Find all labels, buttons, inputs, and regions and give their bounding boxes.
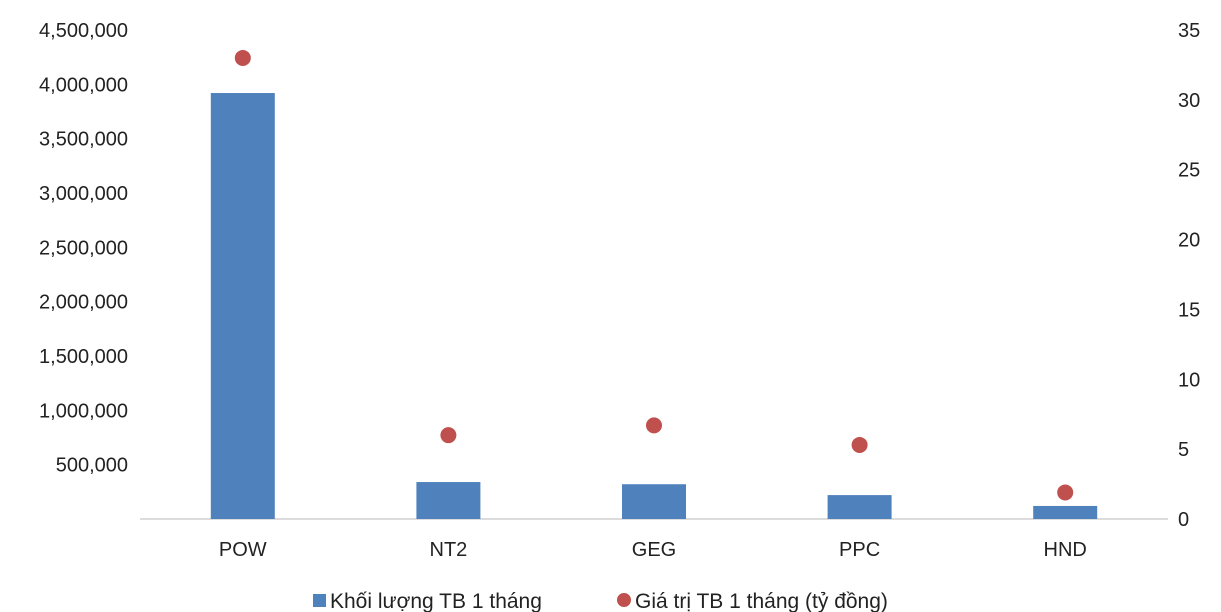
x-tick-label: PPC bbox=[839, 539, 880, 561]
left-tick-label: 3,500,000 bbox=[39, 129, 128, 151]
right-tick-label: 30 bbox=[1178, 90, 1200, 112]
right-tick-label: 35 bbox=[1178, 20, 1200, 42]
left-tick-label: 1,000,000 bbox=[39, 400, 128, 422]
left-tick-label: 3,000,000 bbox=[39, 183, 128, 205]
right-tick-label: 10 bbox=[1178, 369, 1200, 391]
legend-label-dot: Giá trị TB 1 tháng (tỷ đồng) bbox=[635, 590, 888, 612]
x-tick-label: GEG bbox=[632, 539, 676, 561]
legend: Khối lượng TB 1 tháng Giá trị TB 1 tháng… bbox=[313, 590, 888, 612]
left-tick-label: 4,500,000 bbox=[39, 20, 128, 42]
left-y-axis: 500,000 1,000,000 1,500,000 2,000,000 2,500,… bbox=[39, 20, 128, 477]
dot-pow bbox=[234, 49, 251, 66]
right-tick-label: 25 bbox=[1178, 160, 1200, 182]
right-tick-label: 5 bbox=[1178, 439, 1189, 461]
left-tick-label: 2,500,000 bbox=[39, 237, 128, 259]
right-tick-label: 15 bbox=[1178, 299, 1200, 321]
right-y-axis: 0 5 10 15 20 25 30 35 bbox=[1178, 20, 1200, 531]
left-tick-label: 1,500,000 bbox=[39, 346, 128, 368]
bar-hnd bbox=[1033, 505, 1098, 519]
x-tick-label: NT2 bbox=[430, 539, 468, 561]
legend-label-bar: Khối lượng TB 1 tháng bbox=[330, 590, 542, 612]
left-tick-label: 4,000,000 bbox=[39, 74, 128, 96]
right-tick-label: 20 bbox=[1178, 230, 1200, 252]
dot-hnd bbox=[1057, 484, 1074, 501]
x-tick-label: HND bbox=[1044, 539, 1087, 561]
dot-series bbox=[234, 49, 1074, 501]
legend-swatch-bar bbox=[313, 594, 326, 607]
bar-nt2 bbox=[416, 482, 481, 519]
x-tick-label: POW bbox=[219, 539, 267, 561]
dot-geg bbox=[646, 417, 662, 434]
x-axis-categories: POW NT2 GEG PPC HND bbox=[219, 539, 1087, 561]
bar-pow bbox=[210, 93, 275, 519]
dot-ppc bbox=[851, 436, 868, 453]
dot-nt2 bbox=[440, 427, 457, 444]
left-tick-label: 500,000 bbox=[56, 455, 128, 477]
right-tick-label: 0 bbox=[1178, 509, 1189, 531]
bar-ppc bbox=[827, 495, 892, 519]
legend-swatch-dot bbox=[617, 593, 631, 607]
bar-series bbox=[210, 93, 1098, 519]
bar-geg bbox=[622, 484, 686, 519]
left-tick-label: 2,000,000 bbox=[39, 292, 128, 314]
